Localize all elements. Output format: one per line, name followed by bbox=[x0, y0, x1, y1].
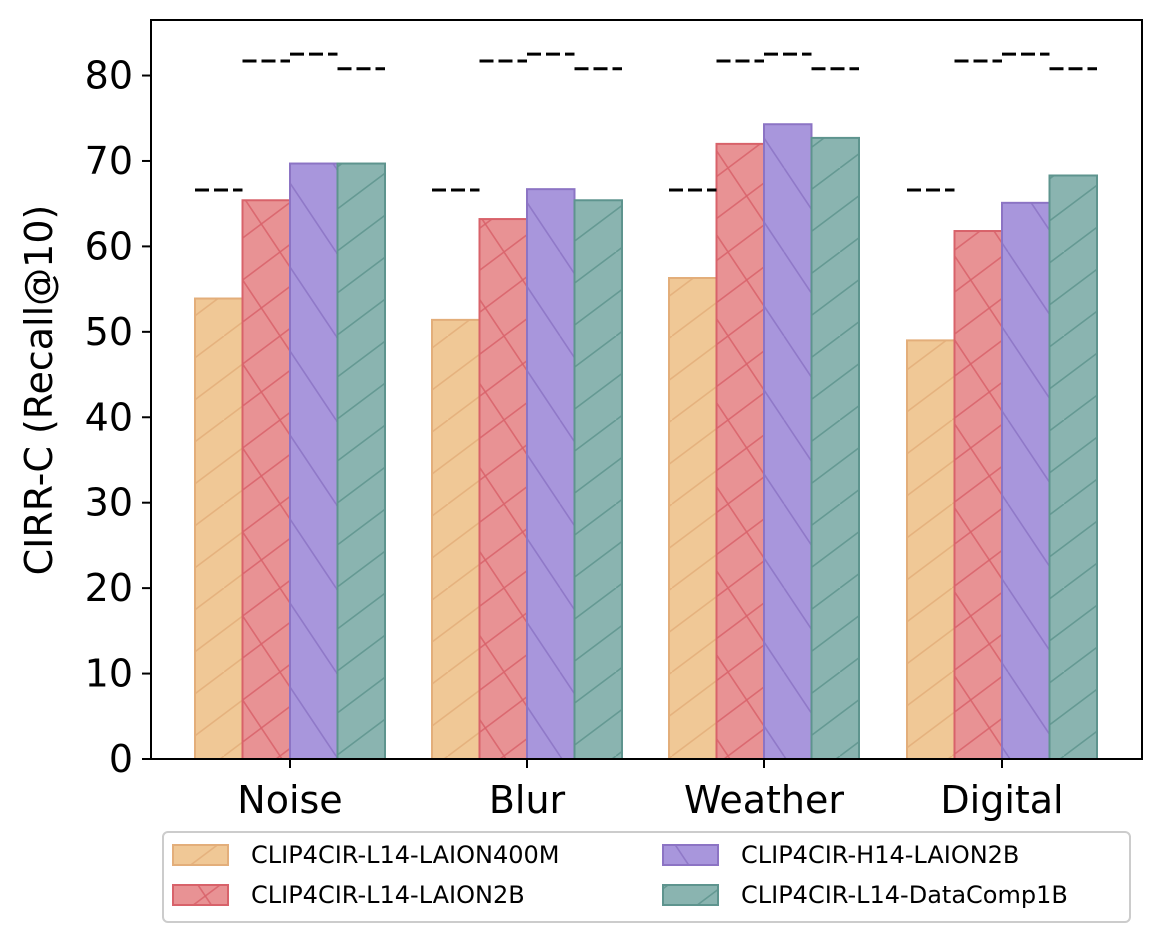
y-axis: 0 10 20 30 40 50 60 70 80 bbox=[85, 54, 151, 781]
bar-blur-series-3 bbox=[526, 188, 576, 760]
bar-weather-series-3 bbox=[763, 123, 813, 761]
legend-swatch bbox=[172, 884, 229, 906]
legend-label: CLIP4CIR-L14-LAION400M bbox=[251, 841, 560, 869]
y-tick-label: 60 bbox=[85, 224, 133, 268]
bar-noise-series-3 bbox=[289, 162, 339, 760]
legend-label: CLIP4CIR-L14-LAION2B bbox=[251, 881, 525, 909]
x-tick-label: Noise bbox=[237, 778, 342, 822]
x-tick-label: Blur bbox=[489, 778, 566, 822]
bar-digital-series-1 bbox=[906, 339, 956, 760]
legend-swatch bbox=[172, 844, 229, 866]
bar-blur-series-4 bbox=[573, 199, 623, 761]
y-axis-title: CIRR-C (Recall@10) bbox=[17, 205, 61, 576]
legend-label: CLIP4CIR-L14-DataComp1B bbox=[741, 881, 1068, 909]
legend-box bbox=[162, 831, 1131, 923]
bar-weather-series-2 bbox=[715, 142, 765, 761]
bar-noise-series-4 bbox=[336, 162, 386, 760]
bar-noise-series-1 bbox=[194, 297, 244, 760]
bar-blur-series-2 bbox=[478, 218, 528, 760]
y-tick-label: 10 bbox=[85, 652, 133, 696]
y-tick-label: 70 bbox=[85, 139, 133, 183]
reference-lines bbox=[195, 52, 1097, 192]
bar-blur-series-1 bbox=[431, 318, 481, 760]
x-tick-label: Weather bbox=[684, 778, 844, 822]
bar-digital-series-2 bbox=[953, 230, 1003, 760]
bar-digital-series-3 bbox=[1001, 201, 1051, 760]
axes-frame bbox=[150, 19, 1143, 760]
bar-noise-series-2 bbox=[241, 199, 291, 761]
legend: CLIP4CIR-L14-LAION400M CLIP4CIR-L14-LAION… bbox=[162, 831, 1131, 923]
legend-swatch bbox=[662, 884, 719, 906]
bar-digital-series-4 bbox=[1048, 174, 1098, 760]
y-tick-label: 50 bbox=[85, 310, 133, 354]
bar-weather-series-4 bbox=[810, 136, 860, 761]
y-tick-label: 20 bbox=[85, 566, 133, 610]
legend-label: CLIP4CIR-H14-LAION2B bbox=[741, 841, 1019, 869]
bars bbox=[194, 123, 1098, 761]
y-tick-label: 80 bbox=[85, 54, 133, 98]
legend-swatch bbox=[662, 844, 719, 866]
bar-weather-series-1 bbox=[668, 277, 718, 760]
x-tick-label: Digital bbox=[940, 778, 1063, 822]
y-tick-label: 30 bbox=[85, 481, 133, 525]
y-tick-label: 40 bbox=[85, 395, 133, 439]
x-axis: Noise Blur Weather Digital bbox=[237, 759, 1064, 822]
y-tick-label: 0 bbox=[109, 737, 133, 781]
